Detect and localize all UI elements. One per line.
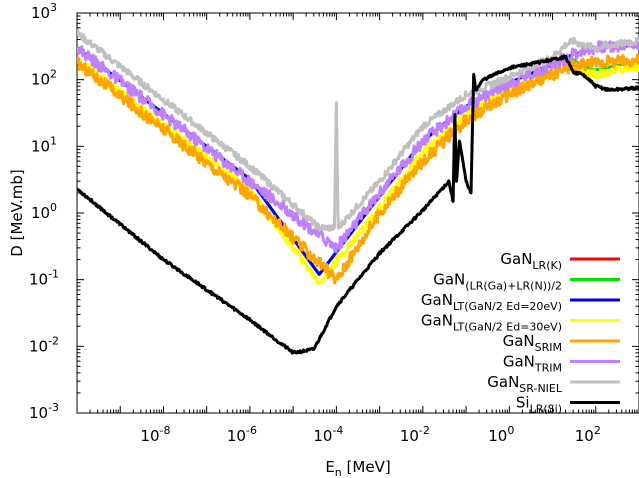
legend-entry: GaNSR-NIEL: [487, 373, 620, 395]
legend-label: GaNTRIM: [503, 353, 562, 375]
x-axis-title-rest: [MeV]: [342, 458, 391, 476]
x-axis-title-base: E: [325, 458, 334, 476]
legend-label: GaNLT(GaN/2 Ed=30eV): [421, 312, 562, 334]
series-line-gan-trim: [77, 38, 639, 254]
legend-label: GaNLT(GaN/2 Ed=20eV): [421, 291, 562, 313]
legend-label: GaNLR(K): [500, 250, 562, 272]
series-line-gan-srim: [77, 53, 639, 285]
series-layer: [77, 29, 639, 355]
y-tick-label: 10-2: [29, 334, 59, 355]
x-tick-label: 100: [488, 424, 514, 445]
legend-label: GaNSRIM: [503, 332, 562, 354]
y-tick-label: 10-1: [29, 268, 59, 289]
y-tick-label: 101: [31, 134, 57, 155]
legend-label: GaNSR-NIEL: [487, 373, 563, 395]
x-tick-label: 102: [575, 424, 601, 445]
legend-entry: GaN(LR(Ga)+LR(N))/2: [433, 271, 620, 293]
legend-label: GaN(LR(Ga)+LR(N))/2: [433, 271, 562, 293]
y-axis-title: D [MeV.mb]: [8, 169, 26, 256]
x-tick-label: 10-8: [140, 424, 170, 445]
legend-entry: GaNLT(GaN/2 Ed=20eV): [421, 291, 620, 313]
legend-label: SiLR(Si): [516, 394, 562, 416]
legend-entry: SiLR(Si): [516, 394, 620, 416]
legend-entry: GaNSRIM: [503, 332, 620, 354]
x-axis-title: En [MeV]: [325, 458, 390, 478]
y-tick-label: 100: [31, 201, 57, 222]
axis-ticks: 10-8 10-6 10-4 10-2 100 102 10-3 10-2 10-1 100 101…: [29, 1, 639, 445]
y-tick-label: 102: [31, 68, 57, 89]
x-tick-label: 10-2: [400, 424, 430, 445]
x-axis-title-sub: n: [335, 466, 342, 478]
legend-entry: GaNLR(K): [500, 250, 620, 272]
series-line-gan-lr-ga-lr-n-2: [77, 46, 639, 276]
legend-entry: GaNTRIM: [503, 353, 620, 375]
y-tick-label: 103: [31, 1, 57, 22]
y-tick-label: 10-3: [29, 401, 59, 422]
legend-entry: GaNLT(GaN/2 Ed=30eV): [421, 312, 620, 334]
x-tick-label: 10-6: [227, 424, 257, 445]
x-tick-label: 10-4: [313, 424, 343, 445]
series-line-si-lr-si: [77, 54, 639, 355]
